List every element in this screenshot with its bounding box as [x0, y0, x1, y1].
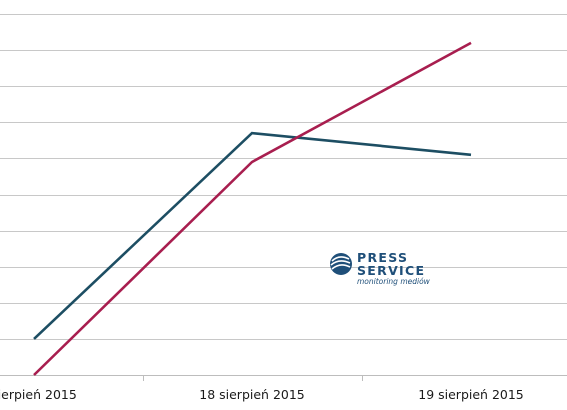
watermark-tagline: monitoring mediów — [357, 277, 431, 286]
x-tick-label: sierpień 2015 — [0, 387, 77, 402]
x-tick-label: 19 sierpień 2015 — [418, 387, 524, 402]
series-line-2 — [34, 43, 471, 375]
x-tick-label: 18 sierpień 2015 — [199, 387, 305, 402]
x-axis — [0, 375, 567, 381]
watermark-line2: SERVICE — [357, 263, 425, 278]
globe-waves-icon — [330, 253, 352, 275]
series-lines — [34, 43, 471, 375]
series-line-1 — [34, 133, 471, 339]
press-service-watermark: PRESS SERVICE monitoring mediów — [330, 250, 431, 286]
x-tick-labels: sierpień 2015 18 sierpień 2015 19 sierpień… — [0, 387, 524, 402]
